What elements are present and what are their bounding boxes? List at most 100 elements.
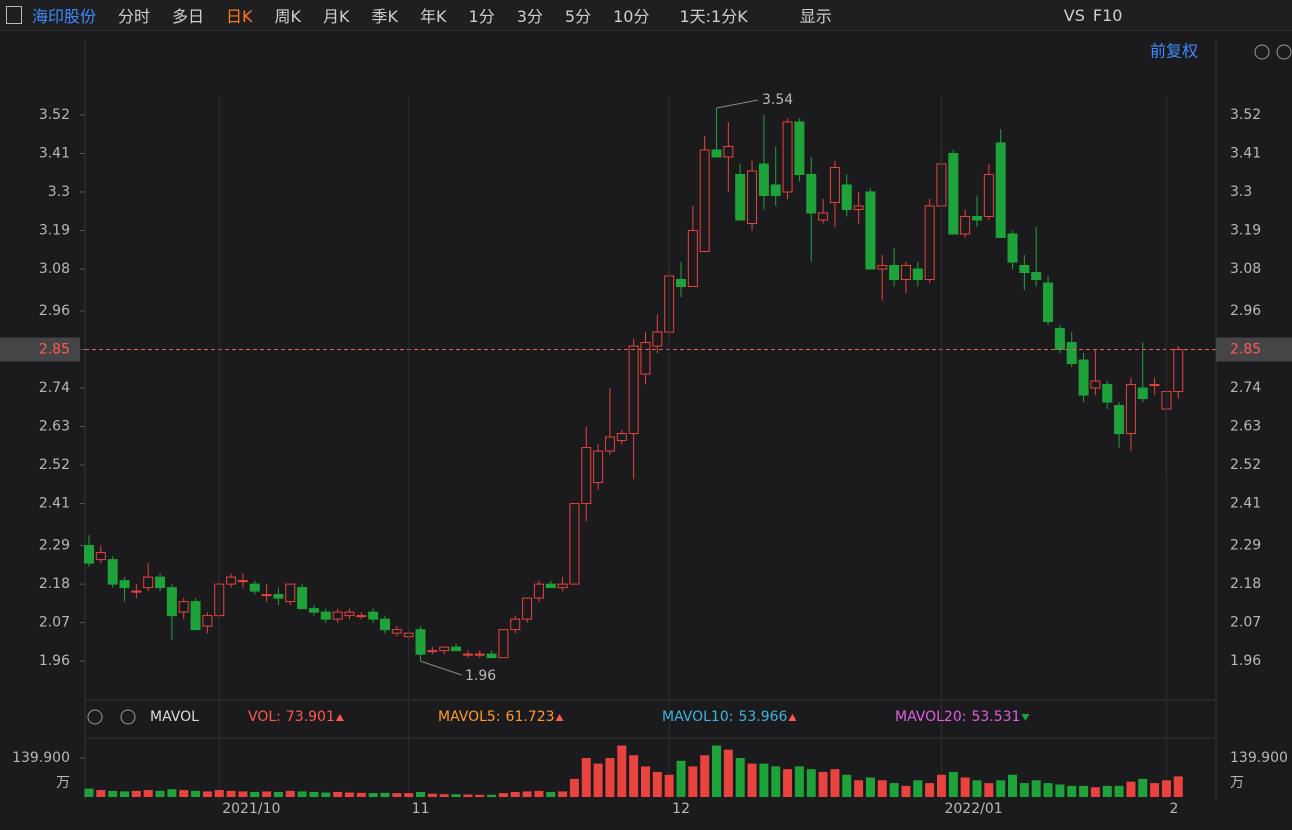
zoom-out[interactable]	[1254, 44, 1270, 60]
y-tick-label: 2.74	[39, 380, 70, 396]
candle-body	[545, 583, 556, 589]
candle-body	[119, 580, 130, 589]
y-tick-label: 2.74	[1230, 380, 1261, 396]
volume-bar	[285, 790, 295, 797]
candle-body	[356, 615, 367, 618]
candle-body	[557, 583, 568, 589]
volume-bar	[155, 790, 165, 797]
tab[interactable]: 日K	[226, 7, 253, 26]
candle-body	[95, 552, 106, 561]
y-tick-label: 2.07	[1230, 615, 1261, 631]
tab[interactable]: 周K	[274, 7, 302, 26]
candle-body	[1054, 328, 1065, 351]
candle-body	[569, 503, 580, 585]
candle-body	[131, 590, 142, 593]
tab[interactable]: 多日	[172, 7, 205, 26]
y-tick-label: 2.29	[39, 538, 70, 554]
candle-body	[439, 646, 450, 652]
volume-bar	[1043, 783, 1053, 797]
candle-body	[818, 212, 829, 221]
y-tick-label: 3.41	[1230, 145, 1261, 161]
candle-body	[1007, 233, 1018, 263]
candle-body	[474, 653, 485, 656]
volume-bar	[380, 792, 390, 797]
y-tick-label: 2.52	[1230, 457, 1261, 473]
tab[interactable]: 季K	[371, 7, 399, 26]
candle-body	[178, 601, 189, 613]
candle-body	[107, 559, 118, 585]
volume-bar	[96, 790, 106, 797]
x-tick-label: 12	[672, 801, 690, 817]
volume-bar	[487, 794, 497, 797]
candle-body	[533, 583, 544, 599]
candle-body	[841, 184, 852, 210]
y-tick-label: 2.41	[1230, 496, 1261, 512]
y-tick-label: 1.96	[39, 653, 70, 669]
adjust[interactable]: 前复权	[1150, 42, 1198, 61]
period[interactable]: 1天:1分K	[679, 7, 748, 26]
legend-entry: MAVOL5: 61.723	[438, 709, 555, 725]
volume-bar	[996, 780, 1006, 797]
display[interactable]: 显示	[799, 7, 832, 26]
menu-icon[interactable]	[6, 6, 22, 24]
y-tick-label: 3.52	[39, 107, 70, 123]
volume-bar	[558, 791, 568, 797]
tab[interactable]: 5分	[564, 7, 592, 26]
volume-bar	[179, 790, 189, 797]
current-price: 2.85	[39, 342, 70, 358]
candle-body	[1137, 387, 1148, 400]
indicator-name[interactable]: MAVOL	[150, 709, 199, 725]
volume-bar	[1079, 785, 1089, 797]
tab[interactable]: 月K	[323, 7, 350, 26]
volume-bar	[605, 758, 615, 797]
candle-body	[143, 576, 154, 589]
volume-bar	[84, 788, 94, 797]
candle-body	[1102, 384, 1113, 403]
volume-bar	[356, 792, 366, 797]
f10[interactable]: F10	[1092, 5, 1123, 25]
settings-icon[interactable]	[87, 709, 103, 725]
candle-body	[877, 265, 888, 270]
tab[interactable]: 10分	[613, 7, 650, 26]
candle-body	[758, 163, 769, 196]
volume-bar	[344, 792, 354, 797]
vs[interactable]: VS	[1063, 5, 1085, 25]
volume-bar	[1019, 783, 1029, 797]
toolbar: 海印股份 分时 多日 日K 周K 月K 季K 年K 1分 3分 5分 10分 1天:1分K 显示 V…	[0, 0, 1292, 31]
legend-name: MAVOL20:	[895, 709, 966, 725]
candle-body	[320, 611, 331, 620]
volume-bar	[1008, 774, 1018, 797]
volume-bar	[925, 783, 935, 797]
candle-body	[202, 615, 213, 627]
volume-bar	[652, 771, 662, 797]
candle-body	[308, 608, 319, 613]
candle-body	[699, 149, 710, 253]
volume-bar	[214, 790, 224, 797]
stock-name[interactable]: 海印股份	[32, 7, 97, 26]
tab[interactable]: 3分	[516, 7, 543, 26]
volume-bar	[913, 780, 923, 797]
candle-body	[770, 184, 781, 196]
y-tick-label: 3.3	[1230, 184, 1252, 200]
volume-bar	[794, 766, 804, 797]
tab[interactable]: 年K	[420, 7, 447, 26]
annotation-line	[716, 99, 759, 109]
volume-bar	[1161, 780, 1171, 797]
candle-body	[948, 152, 959, 235]
candle-body	[747, 170, 758, 224]
volume-bar	[1150, 783, 1160, 797]
y-tick-label: 139.900	[1230, 750, 1288, 766]
close-icon[interactable]	[120, 709, 136, 725]
candle-body	[865, 191, 876, 270]
zoom-in[interactable]	[1276, 44, 1292, 60]
volume-bar	[865, 777, 875, 797]
volume-bar	[747, 763, 757, 797]
y-tick-label: 2.96	[1230, 303, 1261, 319]
volume-bar	[475, 794, 485, 797]
volume-bar	[498, 793, 508, 797]
volume-bar	[948, 771, 958, 797]
tab[interactable]: 分时	[118, 7, 151, 26]
tab[interactable]: 1分	[468, 7, 495, 26]
volume-bar	[1126, 781, 1136, 797]
volume-bar	[1067, 785, 1077, 797]
